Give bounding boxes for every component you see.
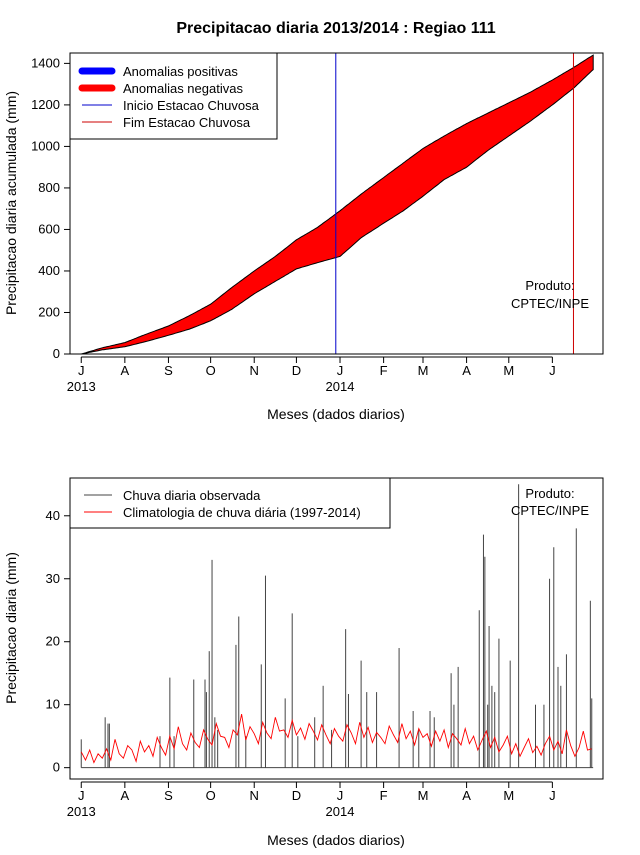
legend-label-season-start: Inicio Estacao Chuvosa xyxy=(123,98,260,113)
legend-label-climatology: Climatologia de chuva diária (1997-2014) xyxy=(123,505,361,520)
bottom-legend-box xyxy=(69,477,391,529)
top-y-axis-label: Precipitacao diaria acumulada (mm) xyxy=(3,91,19,315)
y-tick-label: 0 xyxy=(53,346,60,361)
year-label: 2014 xyxy=(326,379,355,394)
bottom-legend: Chuva diaria observada Climatologia de c… xyxy=(69,477,391,529)
bottom-product-label: Produto: xyxy=(525,486,574,501)
x-tick-label: M xyxy=(503,788,514,803)
legend-label-season-end: Fim Estacao Chuvosa xyxy=(123,115,251,130)
y-tick-label: 40 xyxy=(46,508,60,523)
x-tick-label: S xyxy=(164,363,173,378)
x-tick-label: N xyxy=(250,788,259,803)
top-product-label: Produto: xyxy=(525,278,574,293)
y-tick-label: 600 xyxy=(38,221,60,236)
y-tick-label: 1200 xyxy=(31,97,60,112)
x-tick-label: M xyxy=(418,788,429,803)
x-tick-label: J xyxy=(337,363,344,378)
y-tick-label: 1000 xyxy=(31,138,60,153)
bottom-y-axis: 0 10 20 30 40 xyxy=(46,508,71,775)
x-tick-label: A xyxy=(462,363,471,378)
legend-label-observed: Chuva diaria observada xyxy=(123,488,261,503)
bottom-y-axis-label: Precipitacao diaria (mm) xyxy=(3,552,19,704)
x-tick-label: D xyxy=(292,788,301,803)
x-tick-label: S xyxy=(164,788,173,803)
top-anomaly-area xyxy=(81,54,594,355)
bottom-climatology-line xyxy=(80,714,592,764)
y-tick-label: 30 xyxy=(46,571,60,586)
x-tick-label: M xyxy=(503,363,514,378)
x-tick-label: A xyxy=(462,788,471,803)
year-label: 2014 xyxy=(326,804,355,819)
y-tick-label: 400 xyxy=(38,263,60,278)
top-legend-box xyxy=(69,52,278,140)
top-x-axis-label: Meses (dados diarios) xyxy=(267,406,405,422)
legend-label-negative: Anomalias negativas xyxy=(123,81,243,96)
y-tick-label: 200 xyxy=(38,304,60,319)
x-tick-label: J xyxy=(78,788,85,803)
y-tick-label: 0 xyxy=(53,760,60,775)
x-tick-label: N xyxy=(250,363,259,378)
x-tick-label: J xyxy=(78,363,85,378)
x-tick-label: J xyxy=(337,788,344,803)
x-tick-label: M xyxy=(418,363,429,378)
x-tick-label: J xyxy=(549,788,556,803)
legend-label-positive: Anomalias positivas xyxy=(123,64,238,79)
top-chart-title: Precipitacao diaria 2013/2014 : Regiao 1… xyxy=(176,20,495,37)
x-tick-label: J xyxy=(549,363,556,378)
y-tick-label: 20 xyxy=(46,634,60,649)
y-tick-label: 1400 xyxy=(31,55,60,70)
y-tick-label: 10 xyxy=(46,697,60,712)
y-tick-label: 800 xyxy=(38,180,60,195)
x-tick-label: F xyxy=(380,363,388,378)
top-legend: Anomalias positivas Anomalias negativas … xyxy=(69,52,278,140)
x-tick-label: O xyxy=(206,788,216,803)
bottom-product-source: CPTEC/INPE xyxy=(511,503,589,518)
x-tick-label: O xyxy=(206,363,216,378)
x-tick-label: A xyxy=(121,363,130,378)
top-panel: Precipitacao diaria 2013/2014 : Regiao 1… xyxy=(3,20,604,422)
climatology-series-line xyxy=(80,714,592,764)
negative-anomaly-area xyxy=(81,54,594,355)
x-tick-label: A xyxy=(121,788,130,803)
x-tick-label: F xyxy=(380,788,388,803)
bottom-x-axis-label: Meses (dados diarios) xyxy=(267,832,405,848)
year-label: 2013 xyxy=(67,379,96,394)
x-tick-label: D xyxy=(292,363,301,378)
top-season-markers xyxy=(335,53,574,354)
year-label: 2013 xyxy=(67,804,96,819)
top-product-source: CPTEC/INPE xyxy=(511,296,589,311)
